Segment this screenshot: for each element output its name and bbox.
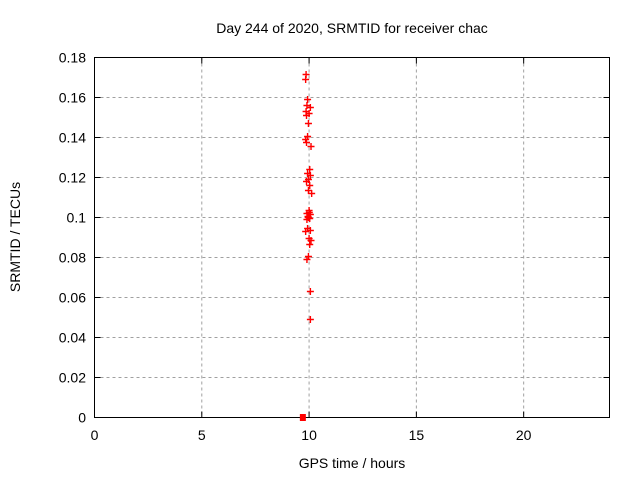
data-point [306, 288, 314, 295]
chart-title: Day 244 of 2020, SRMTID for receiver cha… [216, 20, 488, 36]
y-tick-label: 0.04 [59, 330, 86, 346]
data-point [307, 143, 315, 150]
y-tick-label: 0.08 [59, 250, 86, 266]
data-point [306, 166, 314, 173]
tick-labels: 0 5 10 15 20 0 0.02 0.04 0.06 0.08 0.1 0.12 0.14 0.16… [59, 50, 532, 444]
y-axis-label: SRMTID / TECUs [7, 181, 23, 293]
data-point [308, 190, 316, 197]
x-tick-label: 20 [516, 427, 532, 443]
data-point [306, 316, 314, 323]
data-point [306, 104, 314, 111]
y-tick-label: 0.1 [67, 210, 87, 226]
data-point [302, 228, 310, 235]
x-axis-label: GPS time / hours [298, 455, 406, 471]
y-tick-label: 0.18 [59, 50, 86, 66]
y-tick-label: 0.14 [59, 130, 86, 146]
data-point [306, 241, 314, 248]
data-point [303, 139, 311, 146]
data-point [306, 172, 314, 179]
data-point [304, 96, 312, 103]
series-srmtid-values [302, 71, 316, 323]
data-point [307, 237, 315, 244]
axes [94, 57, 610, 418]
series-zero-epoch-marker [299, 414, 306, 421]
x-tick-label: 15 [409, 427, 425, 443]
y-tick-label: 0.16 [59, 90, 86, 106]
data-point [303, 256, 311, 263]
data-point-square [299, 414, 306, 421]
data-point [303, 178, 311, 185]
data-point [302, 76, 310, 83]
y-tick-label: 0.06 [59, 290, 86, 306]
gridlines [94, 57, 610, 418]
data-point [304, 120, 312, 127]
data-point [303, 112, 311, 119]
x-tick-label: 5 [198, 427, 206, 443]
data-point [306, 182, 314, 189]
y-tick-label: 0.02 [59, 370, 86, 386]
data-point [303, 216, 311, 223]
y-tick-label: 0.12 [59, 170, 86, 186]
x-tick-label: 10 [301, 427, 317, 443]
y-tick-label: 0 [78, 410, 86, 426]
x-tick-label: 0 [91, 427, 99, 443]
data-point [306, 227, 314, 234]
